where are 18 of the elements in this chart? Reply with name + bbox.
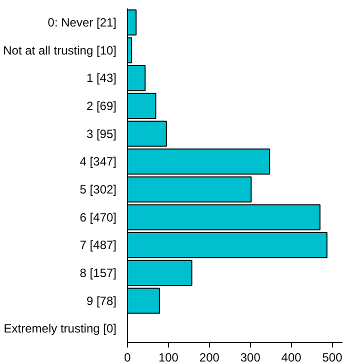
y-tick-label: 4 [347] — [80, 154, 117, 169]
x-tick-label: 300 — [240, 350, 261, 364]
y-tick-label: 0: Never [21] — [48, 15, 116, 30]
y-tick-label: 1 [43] — [86, 71, 117, 86]
y-tick-label: 8 [157] — [80, 266, 117, 280]
x-tick-label: 0 — [124, 350, 132, 364]
y-tick-label: 6 [470] — [80, 210, 117, 224]
x-tick-label: 500 — [322, 350, 343, 364]
y-tick-label: 3 [95] — [86, 126, 117, 141]
y-tick-label: 2 [69] — [86, 98, 117, 113]
x-tick-label: 200 — [199, 350, 220, 364]
y-tick-label: Extremely trusting [0] — [4, 322, 117, 336]
y-tick-label: 9 [78] — [86, 294, 117, 308]
y-tick-label: 5 [302] — [80, 182, 117, 196]
y-tick-label: Not at all trusting [10] — [3, 43, 116, 58]
x-tick-label: 100 — [158, 350, 179, 364]
x-tick-label: 400 — [281, 350, 302, 364]
y-tick-label: 7 [487] — [80, 238, 117, 252]
